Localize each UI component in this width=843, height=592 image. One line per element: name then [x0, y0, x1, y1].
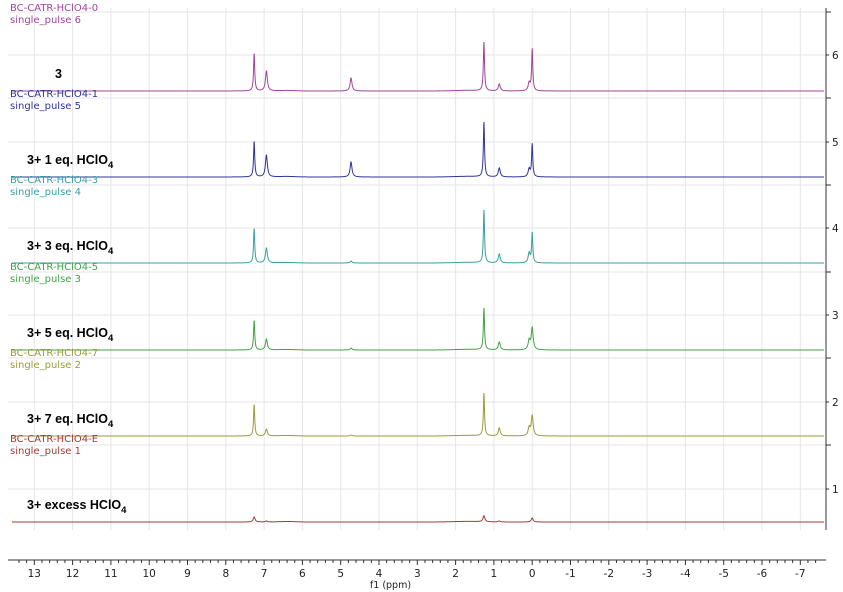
- spectrum-trace: [12, 515, 824, 523]
- x-tick-label: 11: [104, 568, 117, 580]
- spectrum-trace: [12, 392, 824, 437]
- spectrum-pulse-label: single_pulse 6: [10, 15, 81, 26]
- y-tick-label: 1: [832, 484, 839, 496]
- spectrum-pulse-label: single_pulse 3: [10, 274, 81, 285]
- x-tick-label: 3: [414, 568, 421, 580]
- x-tick-label: 2: [452, 568, 459, 580]
- condition-text: 3+ 1 eq. HClO: [27, 153, 108, 167]
- x-tick-label: 4: [376, 568, 383, 580]
- y-tick-label: 3: [832, 310, 839, 322]
- spectrum-pulse-label: single_pulse 4: [10, 187, 81, 198]
- x-tick-label: 5: [337, 568, 344, 580]
- condition-label: 3+ 3 eq. HClO4: [27, 239, 114, 257]
- condition-label: 3+ excess HClO4: [27, 498, 127, 516]
- condition-label: 3+ 7 eq. HClO4: [27, 412, 114, 430]
- x-tick-label: -7: [795, 568, 805, 580]
- condition-text: 3+ excess HClO: [27, 498, 121, 512]
- spectrum-trace: [12, 209, 824, 264]
- x-tick-label: 7: [261, 568, 268, 580]
- x-tick-label: 10: [143, 568, 156, 580]
- x-tick-label: -3: [642, 568, 652, 580]
- spectrum-name-label: BC-CATR-HClO4-1: [10, 89, 98, 100]
- spectra: [12, 41, 824, 523]
- spectrum-trace: [12, 122, 824, 178]
- condition-text: 3+ 5 eq. HClO: [27, 326, 108, 340]
- condition-text: 3: [55, 67, 62, 81]
- x-tick-label: 6: [299, 568, 306, 580]
- x-tick-label: 13: [28, 568, 41, 580]
- condition-text: 3+ 3 eq. HClO: [27, 239, 108, 253]
- spectrum-pulse-label: single_pulse 5: [10, 101, 81, 112]
- condition-label: 3: [55, 67, 62, 81]
- x-tick-label: 1: [491, 568, 498, 580]
- condition-label: 3+ 5 eq. HClO4: [27, 326, 114, 344]
- condition-subscript: 4: [108, 419, 114, 430]
- x-tick-label: 9: [184, 568, 191, 580]
- x-axis-title: f1 (ppm): [370, 580, 411, 591]
- spectrum-pulse-label: single_pulse 1: [10, 446, 81, 457]
- y-tick-label: 2: [832, 397, 839, 409]
- x-tick-label: 8: [222, 568, 229, 580]
- condition-label: 3+ 1 eq. HClO4: [27, 153, 114, 171]
- y-tick-label: 6: [832, 50, 839, 62]
- chart-grid: [8, 8, 826, 530]
- spectrum-name-label: BC-CATR-HClO4-0: [10, 3, 98, 14]
- condition-subscript: 4: [108, 160, 114, 171]
- spectrum-name-label: BC-CATR-HClO4-E: [10, 434, 98, 445]
- x-tick-label: -2: [604, 568, 614, 580]
- spectrum-name-label: BC-CATR-HClO4-3: [10, 175, 98, 186]
- spectrum-trace: [12, 307, 824, 351]
- x-tick-label: 0: [529, 568, 536, 580]
- spectrum-name-label: BC-CATR-HClO4-7: [10, 348, 98, 359]
- condition-subscript: 4: [108, 246, 114, 257]
- x-tick-label: -1: [565, 568, 575, 580]
- condition-text: 3+ 7 eq. HClO: [27, 412, 108, 426]
- x-tick-label: 12: [66, 568, 79, 580]
- condition-subscript: 4: [108, 333, 114, 344]
- x-tick-label: -5: [718, 568, 728, 580]
- spectrum-name-label: BC-CATR-HClO4-5: [10, 262, 98, 273]
- condition-subscript: 4: [121, 505, 127, 516]
- y-tick-label: 4: [832, 223, 839, 235]
- y-tick-label: 5: [832, 137, 839, 149]
- x-tick-label: -6: [757, 568, 768, 580]
- spectrum-trace: [12, 41, 824, 92]
- x-tick-label: -4: [680, 568, 691, 580]
- spectrum-pulse-label: single_pulse 2: [10, 360, 81, 371]
